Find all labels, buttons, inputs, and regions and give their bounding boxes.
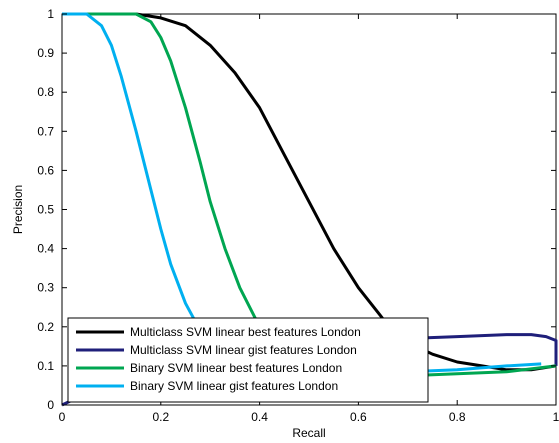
y-tick-label: 0.1: [37, 359, 54, 373]
y-tick-label: 0.5: [37, 203, 54, 217]
legend: Multiclass SVM linear best features Lond…: [67, 317, 429, 403]
legend-label-2: Multiclass SVM linear gist features Lond…: [130, 343, 357, 357]
x-tick-label: 0.2: [152, 410, 169, 424]
x-tick-label: 0.8: [449, 410, 466, 424]
legend-box: [67, 317, 429, 403]
y-tick-label: 0.6: [37, 163, 54, 177]
y-tick-label: 0.2: [37, 320, 54, 334]
y-tick-label: 0: [47, 398, 54, 412]
x-tick-label: 0: [59, 410, 66, 424]
y-tick-label: 1: [47, 7, 54, 21]
legend-label-3: Binary SVM linear best features London: [130, 361, 342, 375]
y-tick-label: 0.9: [37, 46, 54, 60]
legend-label-4: Binary SVM linear gist features London: [130, 379, 338, 393]
legend-label-1: Multiclass SVM linear best features Lond…: [130, 325, 361, 339]
y-tick-label: 0.7: [37, 124, 54, 138]
x-axis-ticks: 0 0.2 0.4 0.6 0.8 1: [59, 14, 559, 424]
x-tick-label: 0.6: [350, 410, 367, 424]
y-tick-label: 0.8: [37, 85, 54, 99]
y-tick-label: 0.3: [37, 281, 54, 295]
x-tick-label: 1: [553, 410, 559, 424]
y-axis-label: Precision: [11, 185, 25, 234]
x-axis-label: Recall: [292, 426, 325, 440]
y-axis-ticks: 0 0.1 0.2 0.3 0.4 0.5 0.6 0.7 0.8 0.9 1: [37, 7, 556, 412]
y-tick-label: 0.4: [37, 242, 54, 256]
x-tick-label: 0.4: [251, 410, 268, 424]
series-line-1: [62, 12, 557, 372]
